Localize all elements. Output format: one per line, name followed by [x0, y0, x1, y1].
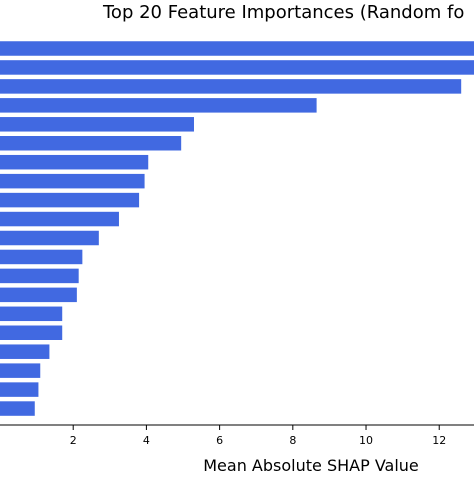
bars-group — [0, 41, 474, 416]
x-tick-label-2: 2 — [70, 434, 77, 447]
chart-title: Top 20 Feature Importances (Random fo — [102, 2, 464, 23]
bar-6 — [0, 136, 182, 151]
bar-19 — [0, 382, 39, 397]
bar-16 — [0, 325, 63, 340]
x-tick-label-8: 8 — [289, 434, 296, 447]
bar-3 — [0, 79, 462, 94]
bar-12 — [0, 249, 83, 265]
axes-group: 2 4 6 8 10 12 — [0, 424, 474, 447]
bar-7 — [0, 154, 149, 170]
x-tick-label-6: 6 — [216, 434, 223, 447]
bar-5 — [0, 117, 194, 132]
bar-20 — [0, 401, 35, 416]
bar-14 — [0, 287, 77, 303]
bar-17 — [0, 344, 50, 359]
bar-13 — [0, 268, 79, 284]
bar-10 — [0, 211, 119, 227]
bar-9 — [0, 192, 140, 208]
x-axis-label: Mean Absolute SHAP Value — [203, 456, 419, 474]
x-tick-label-12: 12 — [432, 434, 446, 447]
bar-2 — [0, 60, 474, 75]
bar-15 — [0, 306, 63, 322]
bar-8 — [0, 173, 145, 189]
bar-18 — [0, 363, 41, 378]
bar-1 — [0, 41, 474, 56]
bar-4 — [0, 98, 317, 113]
x-tick-label-4: 4 — [143, 434, 150, 447]
bar-11 — [0, 230, 99, 246]
x-tick-label-10: 10 — [359, 434, 373, 447]
